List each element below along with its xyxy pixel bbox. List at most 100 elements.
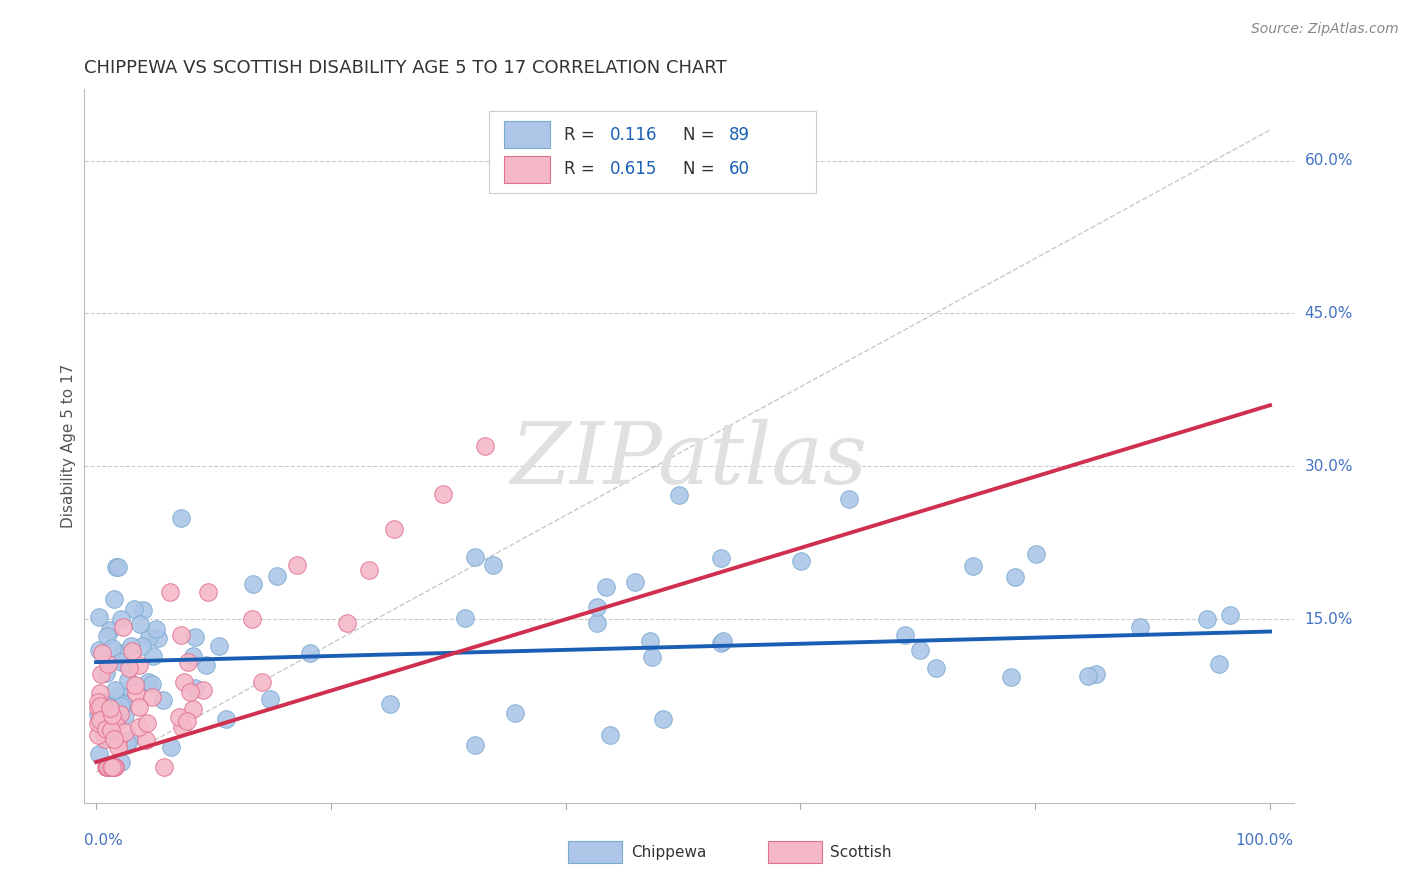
Chippewa bbox=[482, 558, 505, 572]
Chippewa bbox=[142, 649, 165, 664]
Text: R =: R = bbox=[564, 161, 600, 178]
Chippewa bbox=[894, 628, 917, 642]
Scottish bbox=[136, 715, 159, 730]
Scottish bbox=[104, 760, 127, 774]
Scottish bbox=[124, 686, 146, 700]
Chippewa bbox=[586, 615, 609, 630]
Scottish bbox=[98, 701, 121, 715]
Chippewa bbox=[89, 643, 111, 657]
Chippewa bbox=[114, 708, 136, 723]
Chippewa bbox=[503, 706, 526, 721]
Scottish bbox=[101, 760, 124, 774]
Scottish bbox=[128, 700, 150, 714]
Scottish bbox=[90, 706, 112, 721]
Text: Chippewa: Chippewa bbox=[631, 845, 706, 860]
Text: 30.0%: 30.0% bbox=[1305, 458, 1353, 474]
FancyBboxPatch shape bbox=[503, 155, 550, 183]
Scottish bbox=[170, 720, 193, 734]
Chippewa bbox=[586, 600, 609, 615]
Chippewa bbox=[129, 617, 152, 632]
Chippewa bbox=[145, 622, 167, 636]
Chippewa bbox=[266, 569, 288, 583]
Chippewa bbox=[1004, 570, 1026, 584]
Chippewa bbox=[111, 697, 134, 711]
Chippewa bbox=[87, 747, 110, 761]
Text: 0.0%: 0.0% bbox=[84, 833, 124, 848]
Scottish bbox=[118, 661, 141, 675]
Chippewa bbox=[378, 697, 401, 711]
Scottish bbox=[170, 628, 193, 642]
Scottish bbox=[89, 698, 111, 713]
Scottish bbox=[474, 439, 496, 453]
Scottish bbox=[112, 620, 135, 634]
Scottish bbox=[242, 612, 264, 626]
Chippewa bbox=[98, 624, 121, 638]
Chippewa bbox=[709, 551, 731, 566]
Scottish bbox=[97, 657, 120, 671]
Chippewa bbox=[93, 728, 115, 742]
Scottish bbox=[382, 523, 405, 537]
Text: ZIPatlas: ZIPatlas bbox=[510, 419, 868, 501]
Scottish bbox=[107, 739, 129, 754]
Scottish bbox=[135, 733, 157, 747]
Chippewa bbox=[112, 696, 135, 710]
Chippewa bbox=[962, 558, 984, 573]
Chippewa bbox=[148, 631, 170, 645]
Chippewa bbox=[183, 681, 205, 696]
Chippewa bbox=[114, 656, 136, 670]
Chippewa bbox=[110, 612, 132, 626]
Chippewa bbox=[641, 649, 664, 664]
Chippewa bbox=[104, 702, 127, 716]
Scottish bbox=[173, 675, 195, 690]
Scottish bbox=[285, 558, 308, 573]
Chippewa bbox=[624, 574, 647, 589]
Scottish bbox=[124, 678, 146, 692]
Y-axis label: Disability Age 5 to 17: Disability Age 5 to 17 bbox=[60, 364, 76, 528]
Chippewa bbox=[1195, 612, 1218, 626]
Chippewa bbox=[464, 549, 486, 564]
FancyBboxPatch shape bbox=[489, 111, 815, 193]
Scottish bbox=[159, 585, 181, 599]
Chippewa bbox=[259, 691, 281, 706]
Chippewa bbox=[170, 510, 193, 524]
Text: CHIPPEWA VS SCOTTISH DISABILITY AGE 5 TO 17 CORRELATION CHART: CHIPPEWA VS SCOTTISH DISABILITY AGE 5 TO… bbox=[84, 59, 727, 77]
Scottish bbox=[176, 714, 198, 728]
Scottish bbox=[141, 690, 163, 704]
Scottish bbox=[87, 701, 110, 715]
Chippewa bbox=[454, 611, 477, 625]
Chippewa bbox=[652, 712, 675, 726]
Scottish bbox=[336, 616, 359, 631]
Scottish bbox=[87, 728, 110, 742]
Scottish bbox=[103, 760, 125, 774]
Chippewa bbox=[104, 711, 127, 725]
Scottish bbox=[104, 717, 127, 731]
Chippewa bbox=[925, 661, 948, 675]
Chippewa bbox=[131, 639, 153, 653]
Text: 0.116: 0.116 bbox=[610, 126, 658, 144]
Scottish bbox=[90, 646, 112, 660]
Scottish bbox=[96, 760, 118, 774]
Chippewa bbox=[208, 639, 231, 653]
Chippewa bbox=[104, 682, 127, 697]
Text: Scottish: Scottish bbox=[831, 845, 891, 860]
Chippewa bbox=[790, 554, 813, 568]
Scottish bbox=[252, 675, 274, 690]
Chippewa bbox=[183, 648, 205, 663]
Chippewa bbox=[136, 675, 159, 690]
Scottish bbox=[128, 658, 150, 673]
Chippewa bbox=[110, 655, 132, 669]
Scottish bbox=[121, 644, 143, 658]
Chippewa bbox=[195, 657, 218, 672]
Scottish bbox=[177, 655, 200, 669]
Text: N =: N = bbox=[683, 161, 720, 178]
Text: 15.0%: 15.0% bbox=[1305, 612, 1353, 627]
Scottish bbox=[128, 720, 150, 734]
Chippewa bbox=[97, 698, 120, 713]
Chippewa bbox=[1208, 657, 1230, 672]
Chippewa bbox=[96, 629, 118, 643]
Chippewa bbox=[141, 677, 163, 691]
Chippewa bbox=[100, 641, 122, 656]
Scottish bbox=[181, 702, 204, 716]
Chippewa bbox=[1084, 666, 1107, 681]
Chippewa bbox=[120, 639, 142, 653]
